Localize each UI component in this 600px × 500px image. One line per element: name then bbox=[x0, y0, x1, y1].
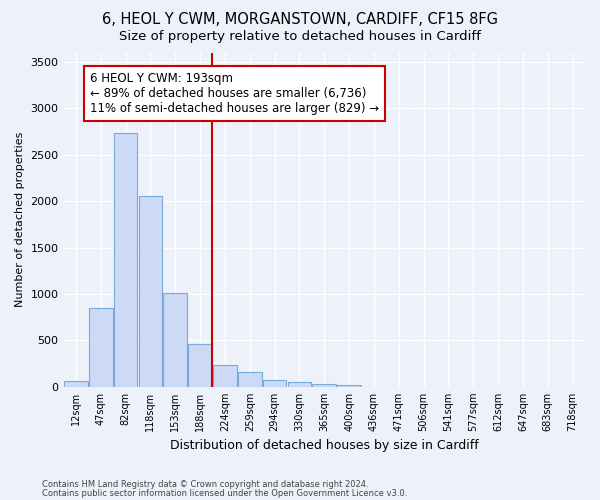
Text: Contains HM Land Registry data © Crown copyright and database right 2024.: Contains HM Land Registry data © Crown c… bbox=[42, 480, 368, 489]
Text: 6, HEOL Y CWM, MORGANSTOWN, CARDIFF, CF15 8FG: 6, HEOL Y CWM, MORGANSTOWN, CARDIFF, CF1… bbox=[102, 12, 498, 28]
Bar bbox=[139, 196, 162, 387]
Bar bbox=[213, 366, 237, 387]
Text: Size of property relative to detached houses in Cardiff: Size of property relative to detached ho… bbox=[119, 30, 481, 43]
Bar bbox=[114, 134, 137, 387]
Text: Contains public sector information licensed under the Open Government Licence v3: Contains public sector information licen… bbox=[42, 489, 407, 498]
X-axis label: Distribution of detached houses by size in Cardiff: Distribution of detached houses by size … bbox=[170, 440, 479, 452]
Text: 6 HEOL Y CWM: 193sqm
← 89% of detached houses are smaller (6,736)
11% of semi-de: 6 HEOL Y CWM: 193sqm ← 89% of detached h… bbox=[89, 72, 379, 115]
Bar bbox=[163, 293, 187, 387]
Bar bbox=[287, 382, 311, 387]
Y-axis label: Number of detached properties: Number of detached properties bbox=[15, 132, 25, 308]
Bar bbox=[263, 380, 286, 387]
Bar bbox=[64, 381, 88, 387]
Bar bbox=[313, 384, 336, 387]
Bar bbox=[188, 344, 212, 387]
Bar bbox=[238, 372, 262, 387]
Bar bbox=[89, 308, 113, 387]
Bar bbox=[337, 385, 361, 387]
